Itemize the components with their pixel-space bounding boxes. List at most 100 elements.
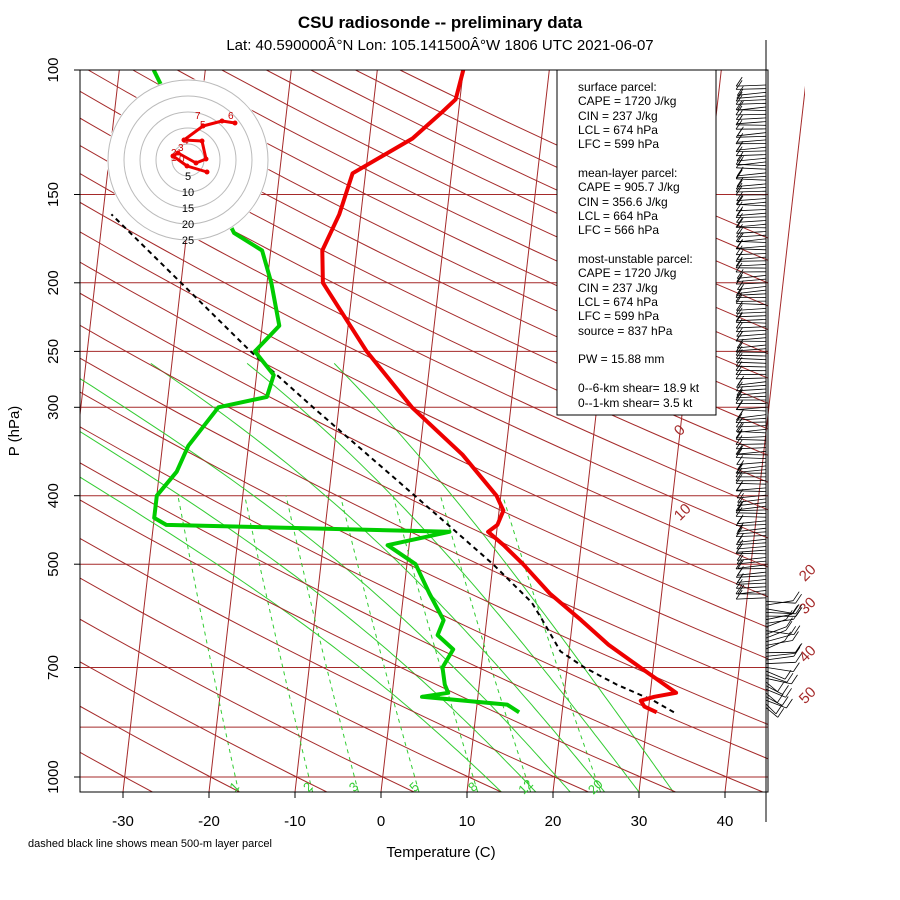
most-unstable-cin: CIN = 237 J/kg — [578, 281, 658, 295]
wind-barb-flag — [793, 662, 800, 672]
dry-adiabat-line — [80, 577, 502, 792]
isotherm-line — [80, 70, 120, 420]
hodograph-point — [204, 169, 210, 175]
wind-barb — [736, 337, 767, 341]
mean-layer-cin: CIN = 356.6 J/kg — [578, 195, 668, 209]
wind-barb — [736, 88, 767, 90]
wind-barb-flag — [736, 86, 744, 96]
wind-barb-flag — [735, 589, 743, 600]
wind-barb — [736, 487, 767, 491]
hodograph-point — [193, 160, 199, 166]
wind-barb-flag — [735, 100, 743, 110]
hodograph-point-label: 6 — [228, 111, 234, 122]
dry-adiabat-line — [80, 324, 768, 660]
wind-barb-flag — [775, 704, 783, 715]
wind-barb — [765, 703, 777, 715]
wind-barb-flag — [735, 256, 743, 267]
wind-barb — [765, 618, 794, 624]
wind-barb — [736, 330, 767, 333]
wind-barb-flag — [793, 646, 801, 657]
wind-barb-flag — [785, 620, 793, 631]
dry-adiabat-line — [80, 618, 415, 792]
wind-barb — [735, 552, 767, 555]
hodograph-point — [219, 118, 225, 124]
moist-adiabat-line — [333, 363, 674, 792]
wind-barb-flag — [735, 559, 743, 570]
shear-0-1km: 0--1-km shear= 3.5 kt — [578, 396, 693, 410]
plot-frame — [79, 69, 769, 793]
wind-barb-flag — [776, 693, 784, 703]
wind-barb — [765, 600, 794, 606]
wind-barb — [737, 571, 767, 576]
chart-title: CSU radiosonde -- preliminary data — [298, 13, 583, 32]
wind-barb-flag — [735, 245, 743, 255]
wind-barb-flag — [735, 288, 743, 298]
y-tick-label: 100 — [45, 57, 62, 82]
surface-lcl: LCL = 674 hPa — [578, 123, 658, 137]
wind-barb — [736, 216, 767, 218]
most-unstable-parcel-header: most-unstable parcel: — [578, 252, 693, 266]
wind-barb — [737, 538, 767, 543]
wind-barb — [736, 248, 767, 251]
wind-barb-flag — [735, 311, 743, 322]
wind-barb-column — [735, 40, 803, 822]
wind-barb — [736, 234, 767, 238]
wind-barb — [765, 696, 783, 706]
wind-barb-flag — [737, 496, 744, 506]
wind-barb-flag — [782, 685, 789, 695]
hodograph-point — [184, 163, 190, 169]
dry-adiabat-line — [80, 499, 676, 792]
wind-barb-flag — [736, 551, 744, 561]
wind-barb-flag — [735, 105, 743, 116]
wind-barb-flag — [737, 423, 744, 433]
wind-barb-flag — [784, 669, 792, 680]
mean-layer-parcel-header: mean-layer parcel: — [578, 166, 677, 180]
isotherm-label: 0 — [671, 422, 689, 440]
wind-barb-flag — [735, 352, 743, 363]
wind-barb-flag — [795, 604, 803, 615]
wind-barb — [737, 527, 767, 532]
wind-barb-flag — [735, 579, 743, 589]
wind-barb-flag — [735, 369, 743, 380]
hodograph-point-label: 1 — [171, 153, 177, 164]
wind-barb-flag — [736, 455, 744, 465]
wind-barb-flag — [736, 463, 744, 473]
mixing-ratio-line — [440, 495, 532, 792]
wind-barb-flag — [735, 146, 743, 156]
stability-info-box: surface parcel: CAPE = 1720 J/kg CIN = 2… — [556, 69, 717, 416]
wind-barb-flag — [736, 524, 744, 535]
wind-barb-flag — [735, 208, 743, 218]
wind-barb-flag — [735, 575, 743, 585]
y-tick-label: 250 — [45, 339, 62, 364]
wind-barb-flag — [795, 653, 803, 663]
x-tick-label: 30 — [631, 813, 648, 830]
wind-barb-flag — [736, 338, 744, 349]
mixing-ratio-labels: 1 2 3 5 8 12 20 — [226, 776, 605, 797]
wind-barb-flag — [792, 631, 799, 641]
wind-barb-flag — [735, 342, 743, 353]
wind-barb-flag — [777, 682, 784, 692]
wind-barb — [736, 315, 767, 318]
hodograph-point — [181, 137, 187, 143]
wind-barb-flag — [735, 394, 743, 404]
wind-barb-flag — [735, 331, 743, 342]
mixing-ratio-line — [392, 495, 479, 792]
surface-lfc: LFC = 599 hPa — [578, 137, 659, 151]
wind-barb — [765, 618, 787, 628]
hodograph-point — [200, 123, 206, 129]
dry-adiabat-line — [80, 462, 763, 792]
wind-barb-flag — [735, 501, 743, 511]
wind-barb-flag — [735, 463, 743, 474]
wind-barb — [736, 231, 767, 234]
wind-barb — [736, 154, 767, 157]
wind-barb-flag — [735, 262, 743, 273]
wind-barb-flag — [795, 593, 802, 604]
wind-barb — [737, 414, 767, 419]
wind-barb-flag — [735, 179, 743, 190]
dry-adiabat-line — [80, 661, 328, 792]
wind-barb — [736, 377, 767, 380]
wind-barb — [735, 113, 767, 116]
wind-barb-flag — [735, 232, 743, 242]
wind-barb-flag — [735, 413, 743, 423]
